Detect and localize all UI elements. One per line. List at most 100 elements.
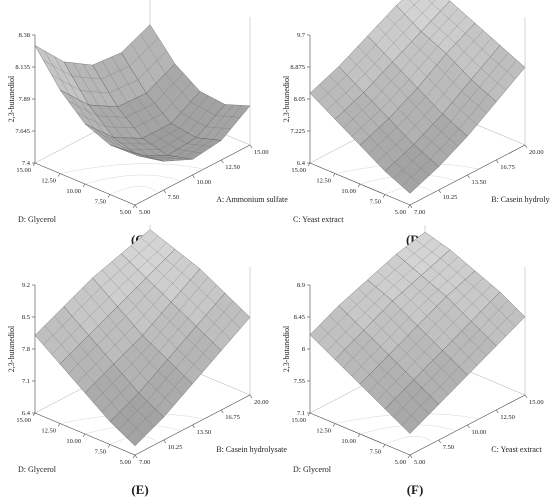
x-tick-label: 10.25 [168, 444, 183, 451]
surface-mesh [175, 138, 205, 157]
surface-mesh [380, 79, 410, 110]
surface-mesh [148, 155, 174, 161]
surface-mesh [319, 84, 345, 111]
y-tick-label: 5.00 [120, 209, 131, 216]
surface-mesh [54, 56, 80, 100]
surface-mesh [80, 90, 110, 94]
panel: 7.4 7.645 7.89 8.135 8.38 5.00 7.50 10.00 12.50 1… [7, 0, 288, 247]
z-tick-label: 8.135 [15, 64, 30, 71]
surface-mesh [44, 50, 70, 95]
surface-mesh [407, 98, 434, 125]
surface-mesh [386, 15, 412, 42]
surface-mesh [426, 76, 453, 103]
y-axis-title: D: Glycerol [293, 465, 332, 474]
surface-mesh [377, 271, 403, 293]
surface-mesh [437, 15, 467, 47]
y-tick [382, 194, 386, 198]
surface-mesh [72, 76, 101, 80]
surface-mesh [155, 83, 181, 113]
surface-mesh [355, 53, 385, 84]
surface-mesh [68, 101, 98, 116]
surface-mesh [187, 284, 217, 319]
surface-mesh [126, 408, 156, 438]
z-tick-label: 9.7 [297, 32, 306, 39]
surface-mesh [401, 292, 428, 317]
surface-mesh [346, 44, 376, 76]
surface-mesh [455, 287, 481, 312]
surface-mesh [490, 301, 516, 327]
z-tick-label: 7.89 [19, 96, 30, 103]
surface-mesh [165, 73, 191, 103]
surface-mesh [180, 290, 206, 316]
surface-mesh [79, 99, 105, 134]
surface-mesh [94, 128, 120, 149]
y-tick-label: 12.50 [316, 428, 331, 435]
surface-mesh [98, 105, 124, 138]
surface-mesh [107, 316, 134, 346]
surface-mesh [97, 115, 126, 118]
surface-mesh [134, 293, 164, 326]
z-tick-label: 7.4 [22, 160, 31, 167]
surface-mesh [73, 62, 99, 106]
x-tick [192, 174, 195, 179]
surface-mesh [437, 263, 467, 290]
x-tick [221, 159, 224, 164]
surface-mesh [401, 159, 431, 187]
surface-mesh [411, 283, 437, 307]
surface-mesh [130, 351, 160, 384]
surface-mesh [376, 25, 403, 52]
surface-mesh [121, 343, 151, 374]
x-tick-label: 15.00 [254, 149, 269, 156]
surface-mesh [348, 56, 374, 83]
surface-mesh [423, 134, 449, 157]
surface-mesh [134, 113, 163, 128]
surface-mesh [82, 287, 109, 317]
surface-mesh [461, 330, 487, 356]
surface-mesh [69, 354, 95, 384]
y-tick-label: 10.00 [341, 188, 356, 195]
x-tick-label: 12.50 [225, 164, 240, 171]
x-tick-label: 13.50 [472, 179, 487, 186]
surface-mesh [465, 33, 491, 57]
surface-mesh [384, 22, 414, 54]
surface-mesh [190, 279, 216, 305]
y-tick [132, 454, 136, 459]
surface-mesh [371, 309, 401, 339]
z-tick-label: 8.875 [290, 64, 305, 71]
z-tick-label: 8.5 [22, 314, 30, 321]
surface-mesh [430, 21, 456, 44]
surface-mesh [411, 41, 437, 66]
y-tick [357, 433, 361, 438]
surface-mesh [118, 147, 148, 158]
surface-mesh [346, 286, 376, 314]
surface-mesh [344, 349, 370, 375]
surface-mesh [368, 363, 398, 393]
surface-mesh [104, 373, 130, 403]
surface-mesh [107, 106, 134, 139]
surface-mesh [68, 344, 98, 374]
panel: 6.4 7.1 7.8 8.5 9.2 7.00 10.25 13.50 16.75 20.00 5… [7, 225, 287, 497]
y-tick-label: 5.00 [395, 209, 406, 216]
surface-mesh [430, 128, 460, 160]
y-tick-label: 12.50 [316, 178, 331, 185]
surface-mesh [126, 296, 153, 325]
z-tick-label: 7.1 [22, 378, 30, 385]
surface-mesh [461, 91, 487, 114]
surface-mesh [394, 399, 420, 425]
surface-mesh [452, 102, 478, 125]
surface-mesh [187, 100, 217, 134]
surface-mesh [351, 109, 381, 137]
surface-mesh [129, 402, 155, 427]
surface-mesh [129, 37, 159, 67]
surface-mesh [69, 94, 95, 129]
surface-mesh [487, 59, 517, 95]
surface-mesh [425, 62, 455, 97]
surface-mesh [93, 130, 123, 144]
panel: 6.4 7.225 8.05 8.875 9.7 7.00 10.25 13.50 16.75 2… [282, 0, 550, 247]
surface-mesh [393, 151, 423, 179]
x-tick-label: 20.00 [529, 149, 544, 156]
y-tick [407, 204, 411, 209]
surface-mesh [480, 311, 506, 337]
surface-mesh [129, 236, 159, 262]
y-tick [407, 454, 411, 459]
